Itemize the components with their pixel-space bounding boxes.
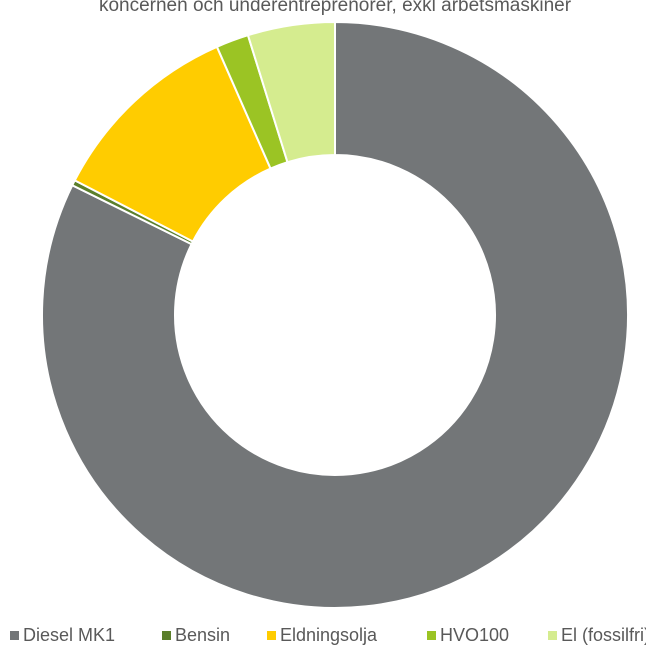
legend-swatch bbox=[427, 631, 436, 640]
legend-label: El (fossilfri) bbox=[561, 625, 646, 645]
legend-swatch bbox=[267, 631, 276, 640]
donut-slice bbox=[41, 20, 629, 609]
donut-slice bbox=[246, 20, 336, 164]
chart-title: koncernen och underentreprenörer, exkl a… bbox=[99, 0, 572, 16]
legend-swatch bbox=[548, 631, 557, 640]
legend-label: Bensin bbox=[175, 625, 230, 645]
legend-swatch bbox=[162, 631, 171, 640]
legend-label: Eldningsolja bbox=[280, 625, 378, 645]
legend-label: HVO100 bbox=[440, 625, 509, 645]
legend-label: Diesel MK1 bbox=[23, 625, 115, 645]
legend-swatch bbox=[10, 631, 19, 640]
